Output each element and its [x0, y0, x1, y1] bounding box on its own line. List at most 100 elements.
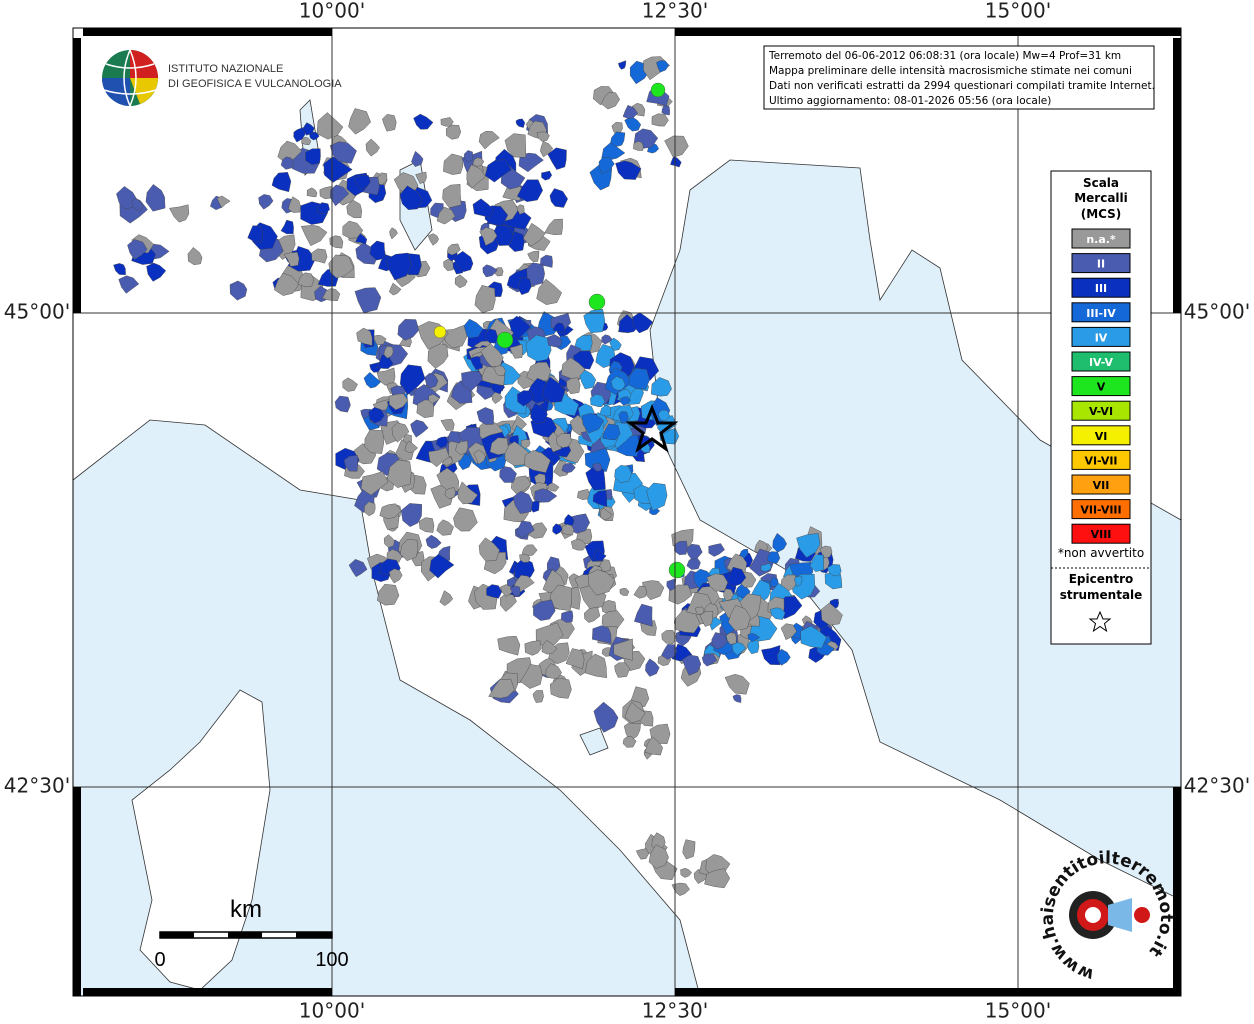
municipality	[592, 490, 608, 508]
municipality	[309, 131, 320, 141]
municipality	[520, 664, 543, 689]
municipality	[400, 503, 423, 527]
municipality	[433, 325, 447, 339]
municipality	[585, 466, 606, 491]
municipality	[541, 640, 558, 655]
municipality	[504, 441, 531, 466]
municipality	[656, 60, 670, 73]
municipality	[473, 449, 486, 465]
municipality	[379, 503, 402, 520]
municipality	[316, 202, 330, 214]
municipality	[446, 243, 461, 256]
municipality	[540, 140, 554, 158]
scale-bar: km 0 100	[154, 896, 348, 971]
municipality	[455, 440, 469, 456]
municipality	[443, 153, 464, 175]
municipality	[491, 391, 503, 404]
municipality	[588, 293, 606, 311]
municipality	[598, 559, 611, 572]
lake	[579, 727, 609, 756]
municipality	[436, 519, 454, 536]
municipality	[436, 206, 456, 225]
frame-bar	[1173, 38, 1181, 313]
info-box	[763, 45, 1155, 110]
municipality	[624, 116, 642, 132]
municipality	[383, 534, 395, 548]
municipality	[613, 638, 633, 661]
municipality	[524, 640, 542, 656]
municipality	[365, 138, 380, 157]
municipality	[726, 553, 748, 573]
legend-swatch	[1071, 326, 1131, 347]
municipality	[583, 308, 606, 334]
legend-swatch	[1071, 523, 1131, 544]
municipality	[651, 113, 669, 127]
municipality	[776, 648, 791, 666]
municipality	[560, 357, 586, 379]
info-line: Terremoto del 06-06-2012 06:08:31 (ora l…	[768, 50, 1121, 62]
municipality	[704, 868, 731, 889]
municipality	[516, 520, 535, 538]
municipality	[500, 592, 517, 612]
municipality	[329, 235, 344, 249]
municipality	[584, 606, 601, 623]
municipality	[355, 233, 368, 245]
municipality	[229, 280, 248, 301]
municipality	[493, 365, 506, 376]
municipality	[547, 147, 567, 170]
municipality	[747, 639, 760, 655]
legend-label: IV	[1095, 331, 1108, 344]
municipality	[670, 155, 682, 168]
municipality	[584, 653, 607, 679]
scale-label: 100	[315, 949, 348, 971]
municipality	[342, 377, 358, 392]
legend-title: Scala	[1083, 176, 1119, 190]
municipality	[518, 152, 544, 173]
municipality	[769, 607, 786, 620]
municipality	[489, 437, 509, 456]
municipality	[516, 204, 525, 215]
municipality	[387, 459, 412, 488]
legend-swatch	[1071, 400, 1131, 421]
municipality	[316, 112, 344, 140]
municipality	[428, 447, 450, 468]
legend-label: V-VI	[1089, 405, 1113, 418]
municipality	[518, 276, 532, 296]
municipality	[633, 140, 644, 151]
municipality	[686, 543, 703, 560]
municipality	[474, 285, 496, 314]
municipality	[726, 632, 737, 645]
legend-swatch	[1071, 474, 1131, 495]
municipality	[645, 658, 660, 677]
frame	[72, 27, 1182, 997]
municipality	[360, 408, 371, 420]
epicenter-star	[625, 403, 679, 453]
legend-swatch	[1071, 351, 1131, 372]
municipality	[376, 583, 400, 606]
legend-title: (MCS)	[1081, 207, 1122, 221]
municipality	[472, 157, 485, 167]
municipality	[334, 395, 351, 413]
municipality	[303, 122, 315, 136]
info-line: Mappa preliminare delle intensità macros…	[769, 65, 1132, 77]
legend-swatch	[1071, 253, 1131, 274]
municipality	[478, 537, 500, 562]
municipality	[343, 455, 359, 472]
municipality	[517, 390, 534, 407]
municipality	[761, 645, 781, 666]
municipality	[435, 436, 449, 449]
municipality	[293, 126, 306, 143]
municipality	[549, 677, 572, 699]
municipality	[429, 553, 455, 579]
municipality	[187, 247, 203, 266]
municipality	[711, 632, 728, 650]
municipality	[461, 370, 483, 392]
municipality	[353, 175, 371, 190]
scale-unit: km	[230, 896, 262, 923]
municipality	[701, 653, 718, 667]
municipality	[726, 566, 747, 587]
municipality	[383, 345, 394, 359]
municipality	[556, 433, 572, 449]
logo-text: DI GEOFISICA E VULCANOLOGIA	[168, 78, 342, 90]
